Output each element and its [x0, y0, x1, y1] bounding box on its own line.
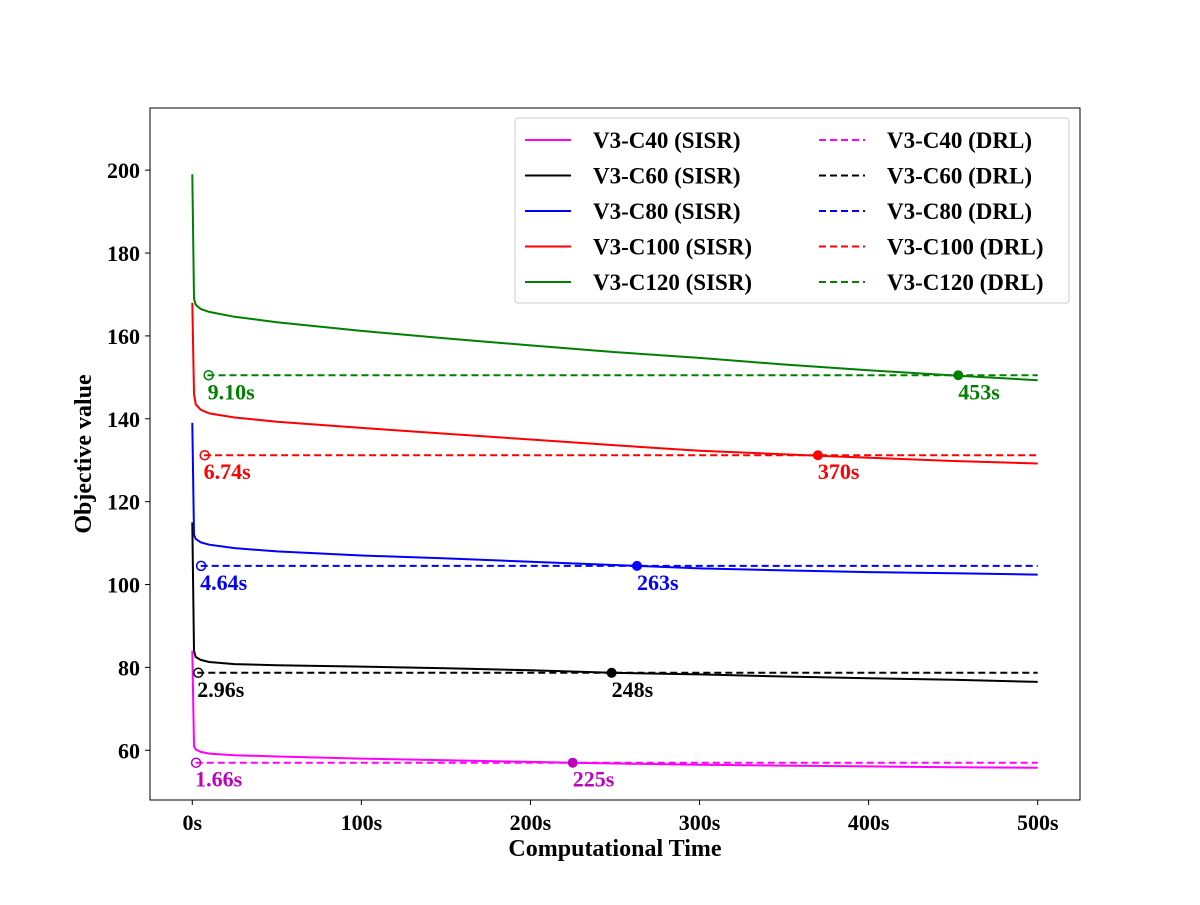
y-tick-label-0: 60: [118, 738, 140, 763]
y-tick-label-5: 160: [107, 324, 140, 349]
annotation-label-5: 263s: [637, 570, 679, 595]
x-tick-label-3: 300s: [679, 810, 721, 835]
legend: V3-C40 (SISR) V3-C60 (SISR) V3-C80 (SISR) V…: [514, 117, 1070, 304]
x-tick-label-5: 500s: [1017, 810, 1059, 835]
x-tick-label-4: 400s: [848, 810, 890, 835]
legend-label-3: V3-C100 (SISR): [593, 235, 752, 260]
annotation-marker-7: [812, 450, 823, 461]
annotation-label-0: 1.66s: [195, 767, 243, 792]
legend-label-8: V3-C100 (DRL): [887, 235, 1044, 260]
y-tick-label-2: 100: [107, 573, 140, 598]
legend-label-5: V3-C40 (DRL): [887, 128, 1032, 153]
x-axis-title: Computational Time: [508, 836, 721, 862]
legend-label-7: V3-C80 (DRL): [887, 199, 1032, 224]
y-tick-label-4: 140: [107, 407, 140, 432]
annotation-marker-2: [193, 667, 204, 679]
y-axis-title: Objective value: [71, 374, 97, 534]
annotation-marker-8: [203, 370, 214, 381]
annotation-label-2: 2.96s: [197, 677, 245, 702]
series-line-2: [191, 422, 1038, 576]
axes: 0s 100s 200s 300s 400s 500s 60 80 100 120 140 160 18…: [107, 107, 1081, 835]
y-tick-label-6: 180: [107, 241, 140, 266]
legend-label-4: V3-C120 (SISR): [593, 270, 752, 295]
annotation-label-4: 4.64s: [200, 570, 248, 595]
annotation-label-6: 6.74s: [204, 459, 252, 484]
annotation-label-8: 9.10s: [208, 379, 256, 404]
series-line-1: [191, 522, 1038, 683]
series-line-3: [191, 302, 1038, 465]
plot-frame: [149, 107, 1081, 801]
x-tick-label-2: 200s: [510, 810, 552, 835]
series-line-0: [191, 650, 1038, 769]
legend-label-2: V3-C80 (SISR): [593, 199, 741, 224]
x-tick-label-1: 100s: [341, 810, 383, 835]
annotation-marker-3: [606, 667, 617, 678]
legend-label-6: V3-C60 (DRL): [887, 164, 1032, 189]
annotation-marker-5: [631, 560, 642, 571]
y-tick-label-7: 200: [107, 158, 140, 183]
annotation-marker-9: [953, 370, 964, 381]
annotation-label-3: 248s: [612, 677, 654, 702]
legend-box: [514, 117, 1070, 304]
annotation-marker-1: [567, 757, 578, 768]
series-group: [191, 174, 1038, 769]
annotation-marker-0: [190, 757, 202, 768]
legend-label-0: V3-C40 (SISR): [593, 128, 741, 153]
annotation-label-9: 453s: [958, 379, 1000, 404]
annotation-marker-6: [199, 449, 210, 461]
legend-label-9: V3-C120 (DRL): [887, 270, 1044, 295]
x-tick-label-0: 0s: [182, 810, 202, 835]
plot-area: 1.66s 225s 2.96s 248s 4.64s 263s 6.74s 370s 9.10…: [190, 174, 1038, 792]
y-tick-label-3: 120: [107, 490, 140, 515]
annotation-marker-4: [195, 560, 207, 572]
legend-label-1: V3-C60 (SISR): [593, 164, 741, 189]
annotation-label-1: 225s: [573, 767, 615, 792]
y-tick-label-1: 80: [118, 655, 140, 680]
series-line-4: [191, 174, 1038, 382]
annotation-label-7: 370s: [818, 459, 860, 484]
